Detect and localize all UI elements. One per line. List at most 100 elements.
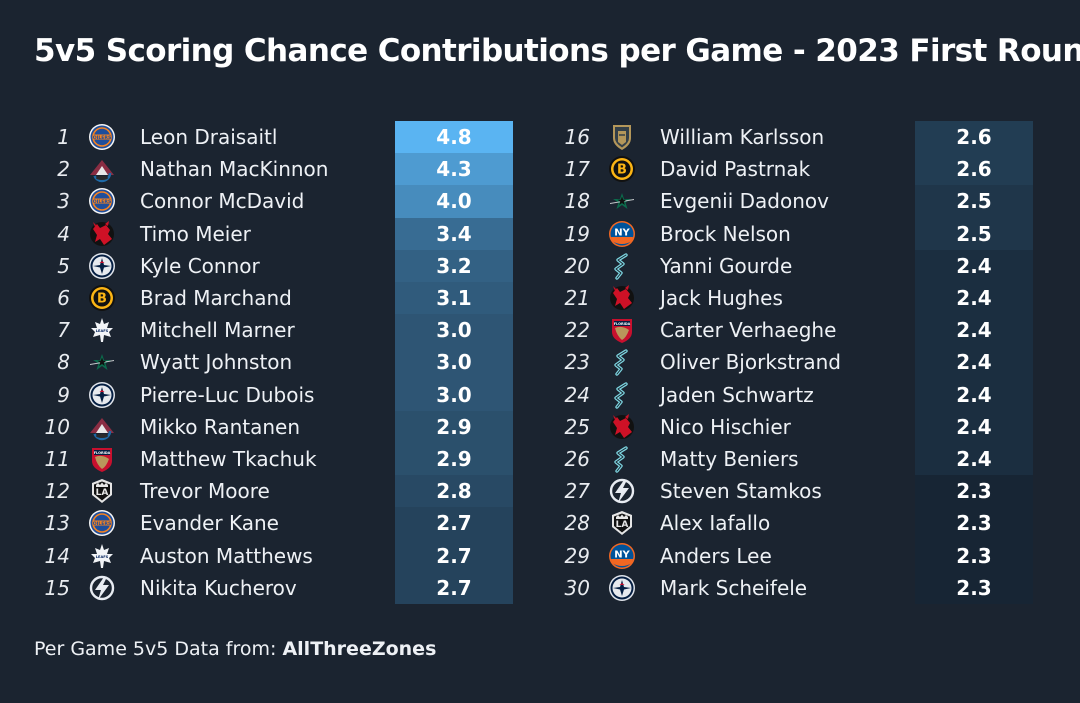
bruins-logo-icon: B: [609, 156, 635, 183]
svg-text:LEAFS: LEAFS: [96, 555, 109, 559]
rank-label: 27: [564, 479, 590, 504]
player-name: Trevor Moore: [140, 479, 270, 504]
value-cell: 2.4: [915, 282, 1033, 315]
rank-label: 28: [564, 511, 590, 536]
table-row: 23 Oliver Bjorkstrand 2.4: [520, 346, 1040, 379]
player-name: Nathan MacKinnon: [140, 157, 329, 182]
devils-logo-icon: [90, 220, 114, 246]
kraken-logo-icon: [614, 253, 628, 280]
player-name: William Karlsson: [660, 125, 825, 149]
value-cell: 4.0: [395, 185, 513, 218]
value-cell: 2.6: [915, 153, 1033, 186]
rank-label: 12: [44, 479, 70, 504]
svg-text:LA: LA: [96, 488, 109, 498]
player-name: Anders Lee: [660, 543, 772, 568]
table-row: 19 NY Brock Nelson 2.5: [520, 217, 1040, 250]
table-row: 7 LEAFS Mitchell Marner 3.0: [0, 314, 520, 347]
value-cell: 2.3: [915, 475, 1033, 508]
svg-text:NY: NY: [614, 549, 630, 560]
value-cell: 2.9: [395, 443, 513, 476]
table-row: 29 NY Anders Lee 2.3: [520, 539, 1040, 572]
rank-label: 5: [57, 253, 70, 278]
rank-label: 3: [57, 189, 70, 214]
player-name: Nico Hischier: [660, 414, 791, 439]
devils-logo-icon: [610, 413, 634, 439]
svg-text:LA: LA: [616, 520, 629, 530]
maple-leafs-logo-icon: LEAFS: [91, 543, 113, 568]
chart-title: 5v5 Scoring Chance Contributions per Gam…: [34, 33, 1080, 69]
player-name: Nikita Kucherov: [140, 575, 297, 600]
value-cell: 2.5: [915, 185, 1033, 218]
rank-label: 18: [564, 189, 590, 214]
player-name: Brad Marchand: [140, 286, 292, 310]
player-name: Jack Hughes: [660, 286, 783, 310]
player-name: Mikko Rantanen: [140, 414, 300, 439]
rank-label: 9: [57, 382, 70, 407]
islanders-logo-icon: NY: [609, 220, 635, 247]
svg-text:B: B: [97, 292, 107, 307]
table-row: 20 Yanni Gourde 2.4: [520, 249, 1040, 282]
player-name: Carter Verhaeghe: [660, 318, 837, 343]
source-name: AllThreeZones: [282, 638, 437, 660]
rank-label: 19: [564, 221, 590, 246]
player-name: Timo Meier: [140, 221, 251, 246]
value-cell: 2.4: [915, 346, 1033, 379]
player-name: Wyatt Johnston: [140, 350, 293, 375]
rank-label: 7: [57, 318, 70, 343]
rank-label: 26: [564, 447, 590, 471]
table-row: 6 B Brad Marchand 3.1: [0, 282, 520, 315]
player-name: Matthew Tkachuk: [140, 447, 317, 471]
player-name: Mitchell Marner: [140, 318, 295, 343]
rank-label: 6: [57, 286, 70, 310]
golden-knights-logo-icon: [613, 125, 631, 150]
jets-logo-icon: [609, 574, 635, 601]
avalanche-logo-icon: [90, 160, 114, 183]
panthers-logo-icon: FLORIDA: [92, 448, 112, 472]
value-cell: 2.4: [915, 378, 1033, 411]
value-cell: 3.0: [395, 346, 513, 379]
player-name: Evgenii Dadonov: [660, 189, 829, 214]
value-cell: 2.4: [915, 410, 1033, 443]
player-name: Mark Scheifele: [660, 575, 808, 600]
player-name: Auston Matthews: [140, 543, 313, 568]
table-row: 1 OILERS Leon Draisaitl 4.8: [0, 121, 520, 154]
table-row: 8 Wyatt Johnston 3.0: [0, 346, 520, 379]
oilers-logo-icon: OILERS: [89, 124, 115, 150]
svg-text:OILERS: OILERS: [93, 199, 112, 205]
rank-label: 25: [564, 414, 590, 439]
rank-label: 17: [564, 157, 590, 182]
table-row: 21 Jack Hughes 2.4: [520, 282, 1040, 315]
maple-leafs-logo-icon: LEAFS: [91, 318, 113, 343]
player-name: Steven Stamkos: [660, 479, 822, 504]
table-row: 22 FLORIDA Carter Verhaeghe 2.4: [520, 314, 1040, 347]
svg-text:LEAFS: LEAFS: [96, 329, 109, 333]
table-row: 13 OILERS Evander Kane 2.7: [0, 507, 520, 540]
table-row: 12 LA Trevor Moore 2.8: [0, 475, 520, 508]
kraken-logo-icon: [614, 349, 628, 377]
player-name: Leon Draisaitl: [140, 125, 278, 149]
svg-text:OILERS: OILERS: [93, 521, 112, 527]
rank-label: 1: [57, 125, 70, 149]
table-row: 28 LA Alex Iafallo 2.3: [520, 507, 1040, 540]
rank-label: 30: [564, 575, 590, 600]
table-row: 10 Mikko Rantanen 2.9: [0, 410, 520, 443]
value-cell: 2.7: [395, 539, 513, 572]
rank-label: 22: [564, 318, 590, 343]
player-name: Alex Iafallo: [660, 511, 771, 536]
value-cell: 3.1: [395, 282, 513, 315]
svg-text:NY: NY: [614, 227, 630, 238]
value-cell: 2.4: [915, 249, 1033, 282]
value-cell: 2.6: [915, 121, 1033, 154]
bruins-logo-icon: B: [89, 285, 115, 311]
player-name: Pierre-Luc Dubois: [140, 382, 315, 407]
value-cell: 2.4: [915, 314, 1033, 347]
svg-text:B: B: [617, 163, 627, 178]
jets-logo-icon: [89, 381, 115, 408]
rank-label: 24: [564, 382, 590, 407]
avalanche-logo-icon: [90, 417, 114, 441]
rank-label: 14: [44, 543, 70, 568]
source-prefix: Per Game 5v5 Data from:: [34, 638, 277, 660]
table-row: 14 LEAFS Auston Matthews 2.7: [0, 539, 520, 572]
kraken-logo-icon: [614, 381, 628, 409]
table-row: 25 Nico Hischier 2.4: [520, 410, 1040, 443]
